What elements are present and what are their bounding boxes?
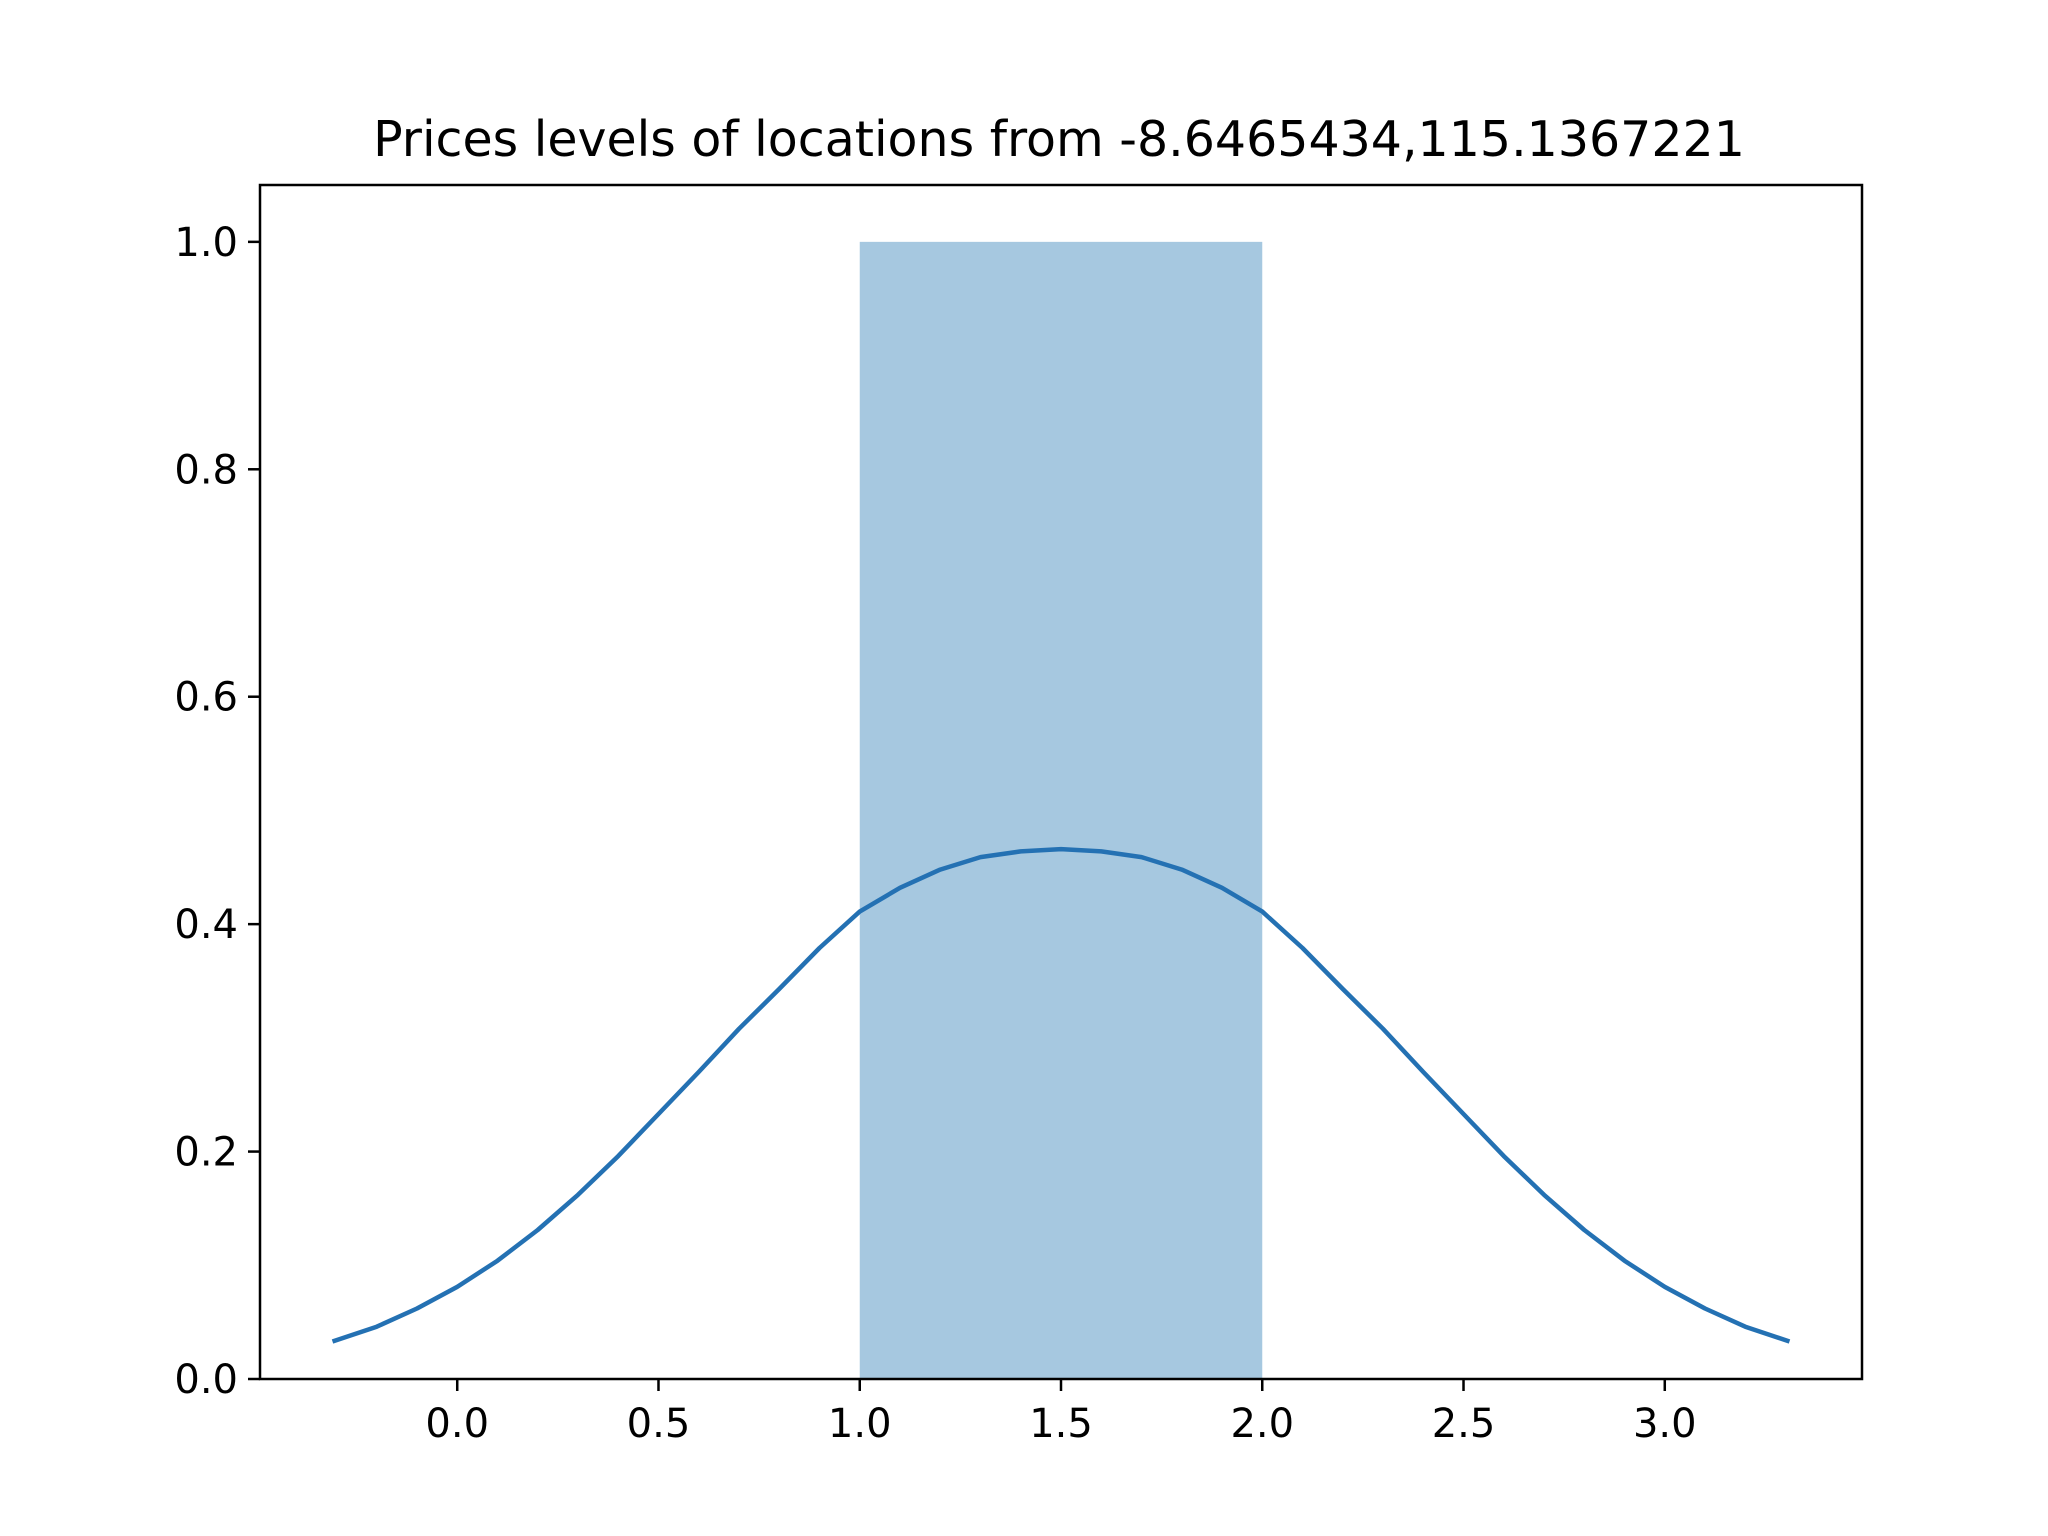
x-axis: 0.0 0.5 1.0 1.5 2.0 2.5 3.0 (425, 1379, 1697, 1447)
plot-area (331, 241, 1791, 1379)
x-tick-label: 2.0 (1230, 1401, 1294, 1447)
y-axis: 0.0 0.2 0.4 0.6 0.8 1.0 (174, 220, 260, 1403)
axes-frame (258, 183, 1864, 1381)
x-tick-label: 1.0 (828, 1401, 892, 1447)
y-tick-label: 0.0 (174, 1357, 238, 1403)
x-tick-label: 3.0 (1633, 1401, 1697, 1447)
chart-title: Prices levels of locations from -8.64654… (373, 111, 1745, 168)
y-tick-label: 0.4 (174, 902, 238, 948)
y-tick-label: 0.2 (174, 1130, 238, 1176)
histogram-bar-0 (859, 241, 1263, 1379)
x-tick-label: 2.5 (1432, 1401, 1496, 1447)
kde-curve (331, 846, 1791, 1344)
x-tick-label: 0.0 (425, 1401, 489, 1447)
x-tick-label: 1.5 (1029, 1401, 1093, 1447)
x-tick-label: 0.5 (627, 1401, 691, 1447)
y-tick-label: 1.0 (174, 220, 238, 266)
y-tick-label: 0.8 (174, 447, 238, 493)
y-tick-label: 0.6 (174, 675, 238, 721)
